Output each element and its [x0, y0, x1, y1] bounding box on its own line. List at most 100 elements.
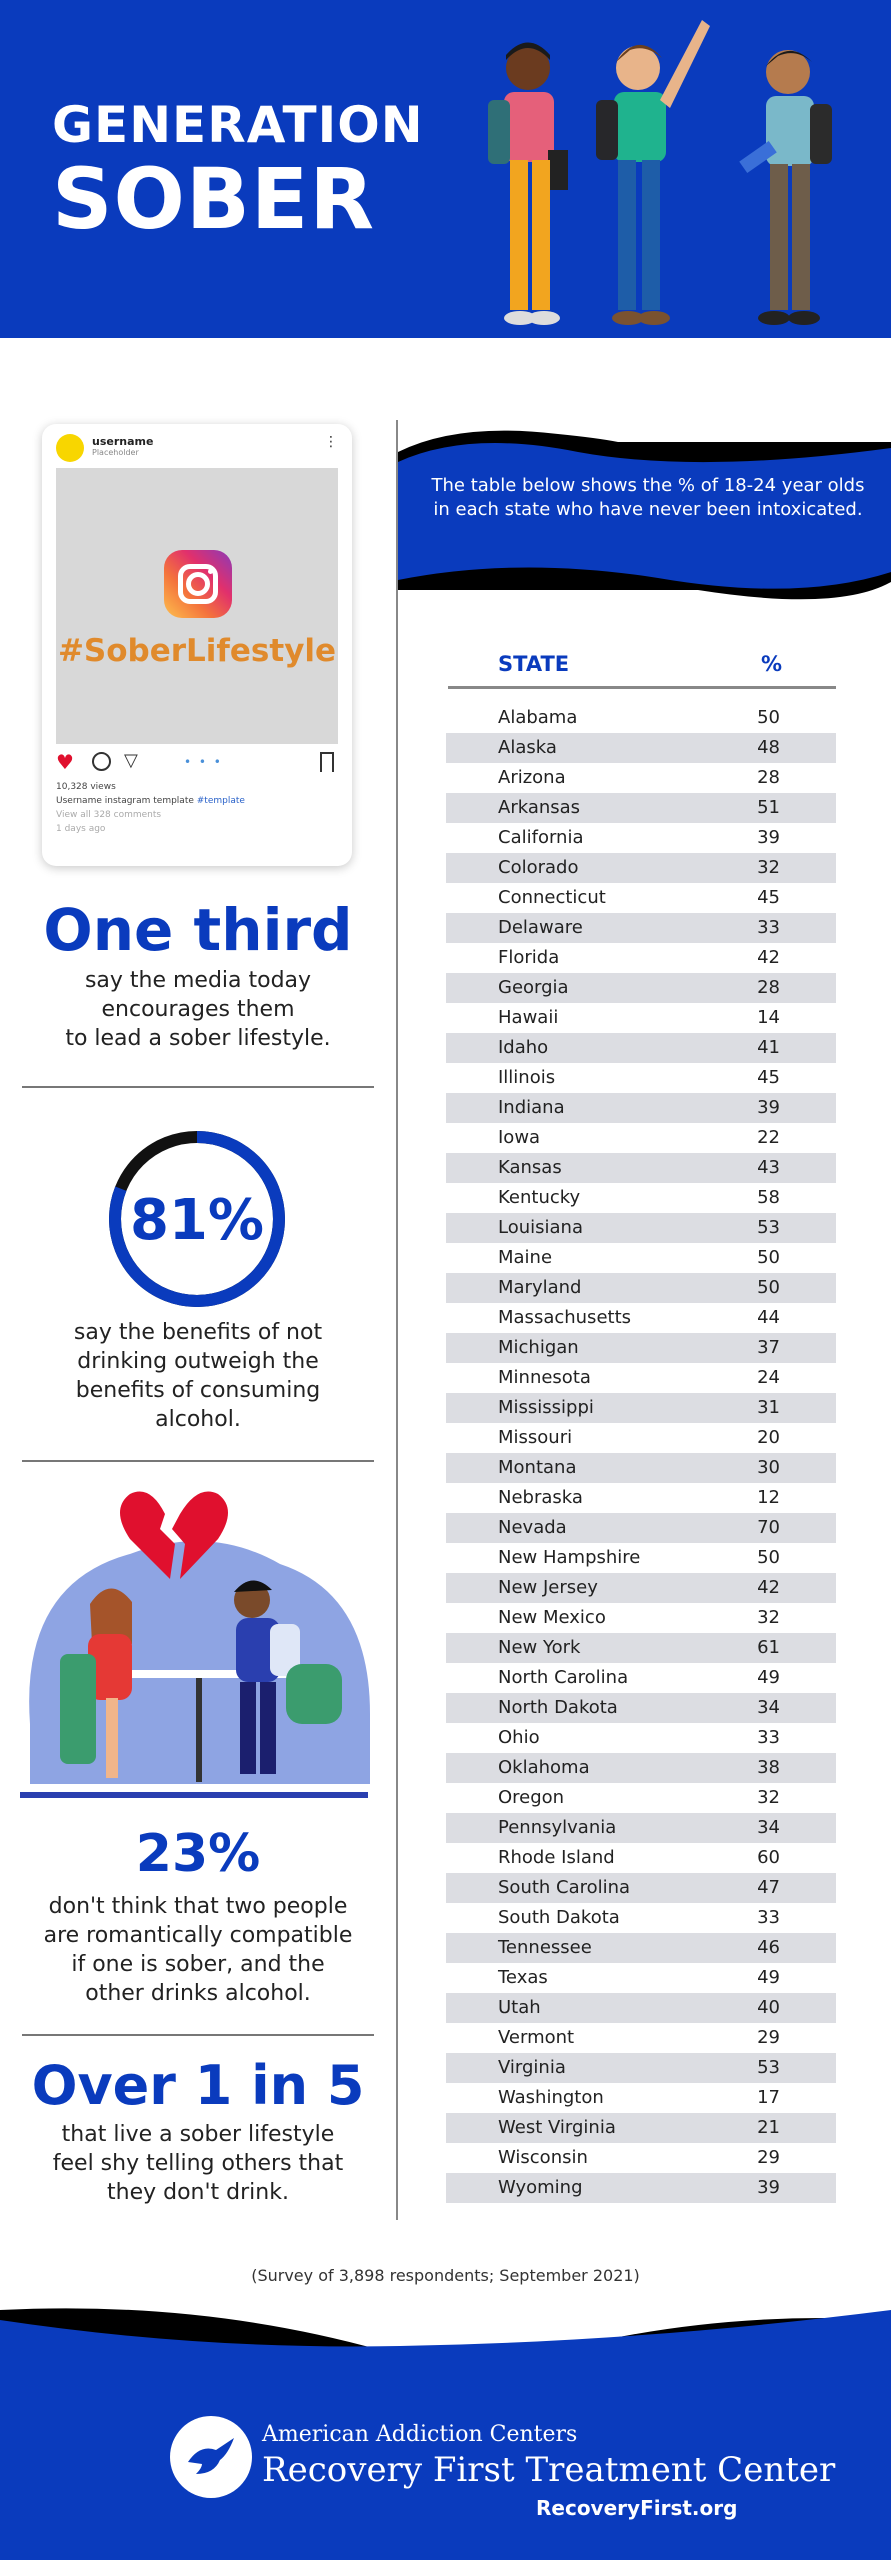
column-divider	[396, 420, 398, 2220]
table-row: Arkansas 51	[446, 793, 836, 823]
broken-heart-icon	[120, 1491, 228, 1579]
table-row: Washington 17	[446, 2083, 836, 2113]
state-name: Illinois	[498, 1067, 556, 1088]
state-percent: 50	[757, 1277, 780, 1298]
stat-line: if one is sober, and the	[71, 1952, 325, 1977]
stat-81-text: say the benefits of not drinking outweig…	[20, 1318, 376, 1434]
footer-url[interactable]: RecoveryFirst.org	[536, 2496, 738, 2520]
table-row: Pennsylvania 34	[446, 1813, 836, 1843]
state-name: Alaska	[498, 737, 557, 758]
send-icon: ▽	[124, 750, 138, 771]
state-percent: 37	[757, 1337, 780, 1358]
stat-23-text: don't think that two people are romantic…	[20, 1892, 376, 2008]
state-percent: 47	[757, 1877, 780, 1898]
table-row: Wisconsin 29	[446, 2143, 836, 2173]
table-row: Delaware 33	[446, 913, 836, 943]
comment-icon	[92, 752, 111, 771]
title-line2: SOBER	[52, 150, 375, 248]
state-name: Iowa	[498, 1127, 541, 1148]
state-name: Idaho	[498, 1037, 549, 1058]
stat-line: other drinks alcohol.	[85, 1981, 311, 2006]
state-percent: 42	[757, 1577, 780, 1598]
state-name: Georgia	[498, 977, 569, 998]
state-percent: 29	[757, 2147, 780, 2168]
caption-tag: #template	[196, 796, 245, 806]
table-row: Nevada 70	[446, 1513, 836, 1543]
state-name: Maine	[498, 1247, 553, 1268]
table-row: New York 61	[446, 1633, 836, 1663]
state-name: Louisiana	[498, 1217, 583, 1238]
state-percent: 58	[757, 1187, 780, 1208]
state-name: Nebraska	[498, 1487, 583, 1508]
caption-user: Username	[56, 796, 102, 806]
state-percent: 70	[757, 1517, 780, 1538]
state-percent: 49	[757, 1967, 780, 1988]
state-percent: 17	[757, 2087, 780, 2108]
state-percent: 49	[757, 1667, 780, 1688]
table-row: Massachusetts 44	[446, 1303, 836, 1333]
state-percent: 60	[757, 1847, 780, 1868]
table-row: Ohio 33	[446, 1723, 836, 1753]
state-percent: 50	[757, 1247, 780, 1268]
table-row: Montana 30	[446, 1453, 836, 1483]
percent-ring	[109, 1131, 285, 1307]
state-percent: 33	[757, 1907, 780, 1928]
table-row: Kansas 43	[446, 1153, 836, 1183]
post-header: username Placeholder ⋮	[56, 434, 338, 462]
table-row: Vermont 29	[446, 2023, 836, 2053]
survey-note: (Survey of 3,898 respondents; September …	[251, 2266, 640, 2285]
state-name: South Dakota	[498, 1907, 620, 1928]
state-percent: 34	[757, 1697, 780, 1718]
state-percent: 30	[757, 1457, 780, 1478]
state-percent: 42	[757, 947, 780, 968]
state-percent: 38	[757, 1757, 780, 1778]
state-name: North Dakota	[498, 1697, 618, 1718]
stat-line: say the benefits of not	[73, 1320, 323, 1345]
state-name: Indiana	[498, 1097, 565, 1118]
column-header-percent: %	[760, 652, 782, 676]
table-note-text: The table below shows the % of 18-24 yea…	[431, 475, 865, 520]
table-row: South Dakota 33	[446, 1903, 836, 1933]
state-name: Arizona	[498, 767, 566, 788]
state-percent: 33	[757, 1727, 780, 1748]
state-percent: 53	[757, 2057, 780, 2078]
post-meta: 10,328 views Username instagram template…	[56, 780, 245, 836]
state-name: Virginia	[498, 2057, 566, 2078]
state-percent: 33	[757, 917, 780, 938]
state-name: Tennessee	[498, 1937, 592, 1958]
state-percent: 53	[757, 1217, 780, 1238]
comments-link: View all 328 comments	[56, 810, 162, 820]
table-row: Maryland 50	[446, 1273, 836, 1303]
state-name: Colorado	[498, 857, 579, 878]
section-divider	[22, 2034, 374, 2036]
state-percent: 28	[757, 977, 780, 998]
stat-line: are romantically compatible	[43, 1923, 353, 1948]
table-row: Colorado 32	[446, 853, 836, 883]
stat-line: drinking outweigh the	[77, 1349, 319, 1374]
stat-line: don't think that two people	[48, 1894, 348, 1919]
state-name: Connecticut	[498, 887, 606, 908]
state-name: Wyoming	[498, 2177, 583, 2198]
table-header-rule	[448, 686, 836, 689]
people-illustration	[488, 20, 832, 325]
state-name: Oklahoma	[498, 1757, 590, 1778]
stat-line: say the media today	[84, 968, 312, 993]
post-image: #SoberLifestyle	[56, 468, 338, 744]
section-divider	[22, 1086, 374, 1088]
state-name: North Carolina	[498, 1667, 629, 1688]
stat-81-headline: 81%	[129, 1188, 265, 1253]
table-row: Maine 50	[446, 1243, 836, 1273]
table-row: Missouri 20	[446, 1423, 836, 1453]
table-row: Texas 49	[446, 1963, 836, 1993]
state-percent: 32	[757, 1607, 780, 1628]
state-percent: 32	[757, 857, 780, 878]
state-name: Missouri	[498, 1427, 573, 1448]
more-options-icon: ⋮	[324, 434, 338, 450]
state-percent: 41	[757, 1037, 780, 1058]
state-percent: 61	[757, 1637, 780, 1658]
state-name: Utah	[498, 1997, 541, 2018]
state-name: New Mexico	[498, 1607, 606, 1628]
post-location: Placeholder	[92, 448, 139, 457]
stat-line: to lead a sober lifestyle.	[65, 1026, 331, 1051]
state-name: Michigan	[498, 1337, 579, 1358]
